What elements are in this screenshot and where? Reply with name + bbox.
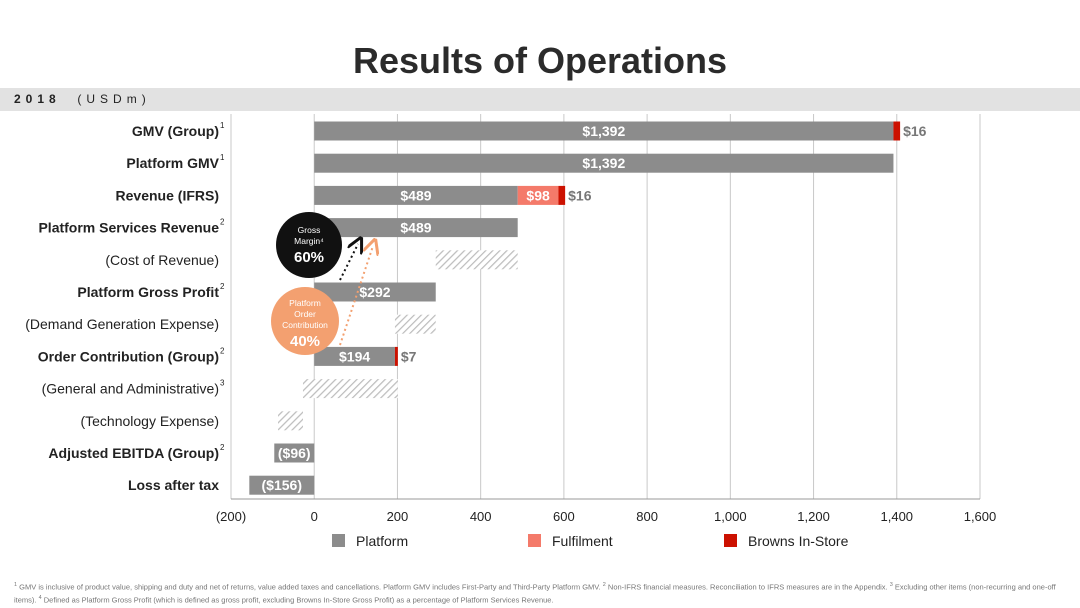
row-label-footnote-mark: 2: [220, 218, 225, 227]
footnote-mark: 1: [14, 582, 18, 588]
bar-browns: [893, 121, 901, 141]
x-tick-label: 1,400: [881, 509, 914, 524]
footnote-mark: 2: [602, 582, 606, 588]
hatched-bar: [278, 411, 303, 431]
row-label-footnote-mark: 2: [220, 346, 225, 355]
order-contribution-arrow: [339, 246, 373, 346]
row-label: Order Contribution (Group): [38, 348, 219, 364]
bar-platform: [314, 153, 894, 173]
legend-label: Platform: [356, 533, 408, 549]
hatched-bar: [302, 379, 398, 399]
x-tick-label: 1,600: [964, 509, 997, 524]
page-title: Results of Operations: [352, 40, 728, 81]
data-label: $194: [339, 348, 370, 364]
row-label-footnote-mark: 2: [220, 443, 225, 452]
x-tick-label: 200: [387, 509, 409, 524]
data-label: ($96): [278, 445, 311, 461]
row-label: Adjusted EBITDA (Group): [48, 445, 219, 461]
hatched-bar: [394, 314, 436, 334]
bar-platform: [314, 218, 518, 238]
row-label: Platform GMV: [126, 155, 219, 171]
subtitle: 2018 (USDm): [14, 92, 151, 106]
data-label: ($156): [262, 477, 302, 493]
row-label-footnote-mark: 2: [220, 282, 225, 291]
legend: Platform Fulfilment Browns In-Store: [332, 533, 849, 549]
gross-margin-arrow: [339, 244, 358, 281]
bar-fulfilment: [517, 185, 559, 205]
platform-order-contribution-circle: [271, 287, 339, 355]
row-label: Loss after tax: [128, 477, 219, 493]
bar-platform: [314, 185, 518, 205]
legend-swatch-platform: [332, 534, 345, 547]
data-label: $16: [903, 123, 927, 139]
gross-margin-value: 60%: [294, 249, 324, 266]
x-tick-label: 600: [553, 509, 575, 524]
subtitle-year: 2018: [14, 92, 61, 106]
row-label: (General and Administrative): [42, 381, 219, 397]
row-label: Platform Gross Profit: [77, 284, 219, 300]
gross-margin-text: Margin⁴: [294, 236, 324, 246]
bar-platform: [314, 346, 395, 366]
footnote-text: GMV is inclusive of product value, shipp…: [17, 582, 603, 592]
footnote-mark: 3: [889, 582, 893, 588]
row-label-footnote-mark: 1: [220, 121, 225, 130]
gross-margin-circle: [276, 212, 342, 278]
results-chart: $1,392 $16 $1,392 $489 $98 $16 $489 $292 $194 $7 (…: [25, 114, 996, 549]
data-label: $489: [400, 220, 431, 236]
order-contribution-text: Platform: [289, 298, 321, 308]
data-label: $489: [400, 187, 431, 203]
x-tick-label: 1,000: [714, 509, 747, 524]
x-tick-label: 1,200: [797, 509, 830, 524]
footnote-text: Non-IFRS financial measures. Reconciliat…: [605, 582, 890, 592]
x-tick-label: (200): [216, 509, 246, 524]
order-contribution-text: Contribution: [282, 320, 328, 330]
data-label: $1,392: [582, 155, 625, 171]
legend-swatch-fulfilment: [528, 534, 541, 547]
legend-label: Fulfilment: [552, 533, 613, 549]
footnote: 1 GMV is inclusive of product value, shi…: [14, 580, 1064, 605]
x-tick-label: 400: [470, 509, 492, 524]
bar-platform: [274, 443, 315, 463]
bar-browns: [394, 346, 398, 366]
row-label: GMV (Group): [132, 123, 219, 139]
bar-platform: [249, 475, 315, 495]
order-contribution-value: 40%: [290, 333, 320, 350]
legend-label: Browns In-Store: [748, 533, 849, 549]
subtitle-unit: (USDm): [77, 92, 151, 106]
bar-platform: [314, 121, 894, 141]
gross-margin-text: Gross: [298, 225, 321, 235]
x-axis-ticks: (200) 0 200 400 600 800 1,000 1,200 1,400 1,600: [216, 509, 996, 524]
footnote-mark: 4: [38, 594, 42, 601]
legend-swatch-browns: [724, 534, 737, 547]
data-label: $7: [401, 348, 417, 364]
bar-browns: [558, 185, 566, 205]
bar-platform: [314, 282, 436, 302]
grid-lines: [230, 114, 981, 500]
row-label: (Demand Generation Expense): [25, 316, 219, 332]
row-label: Revenue (IFRS): [116, 187, 219, 203]
row-label: (Technology Expense): [80, 413, 219, 429]
subtitle-band: 2018 (USDm): [0, 88, 1080, 111]
footnote-text: Defined as Platform Gross Profit (which …: [41, 595, 554, 604]
data-label: $98: [526, 187, 550, 203]
x-tick-label: 0: [311, 509, 318, 524]
x-tick-label: 800: [636, 509, 658, 524]
row-label: (Cost of Revenue): [105, 252, 219, 268]
hatched-bar: [435, 250, 518, 270]
row-label-footnote-mark: 1: [220, 153, 225, 162]
footnote-text: Excluding other items (non-recurring and…: [14, 582, 1056, 605]
row-label-footnote-mark: 3: [220, 379, 225, 388]
data-label: $292: [359, 284, 390, 300]
data-label: $1,392: [582, 123, 625, 139]
data-label: $16: [568, 187, 592, 203]
bars: $1,392 $16 $1,392 $489 $98 $16 $489 $292 $194 $7 (…: [249, 121, 927, 495]
order-contribution-text: Order: [294, 309, 316, 319]
row-label: Platform Services Revenue: [38, 220, 219, 236]
